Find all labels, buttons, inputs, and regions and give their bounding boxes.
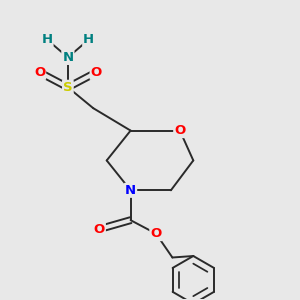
Text: O: O <box>34 66 45 79</box>
Text: N: N <box>125 184 136 197</box>
Text: H: H <box>83 33 94 46</box>
Text: N: N <box>62 51 74 64</box>
Text: O: O <box>150 227 162 240</box>
Text: O: O <box>91 66 102 79</box>
Text: S: S <box>63 81 73 94</box>
Text: O: O <box>94 223 105 236</box>
Text: H: H <box>41 33 52 46</box>
Text: O: O <box>174 124 185 137</box>
